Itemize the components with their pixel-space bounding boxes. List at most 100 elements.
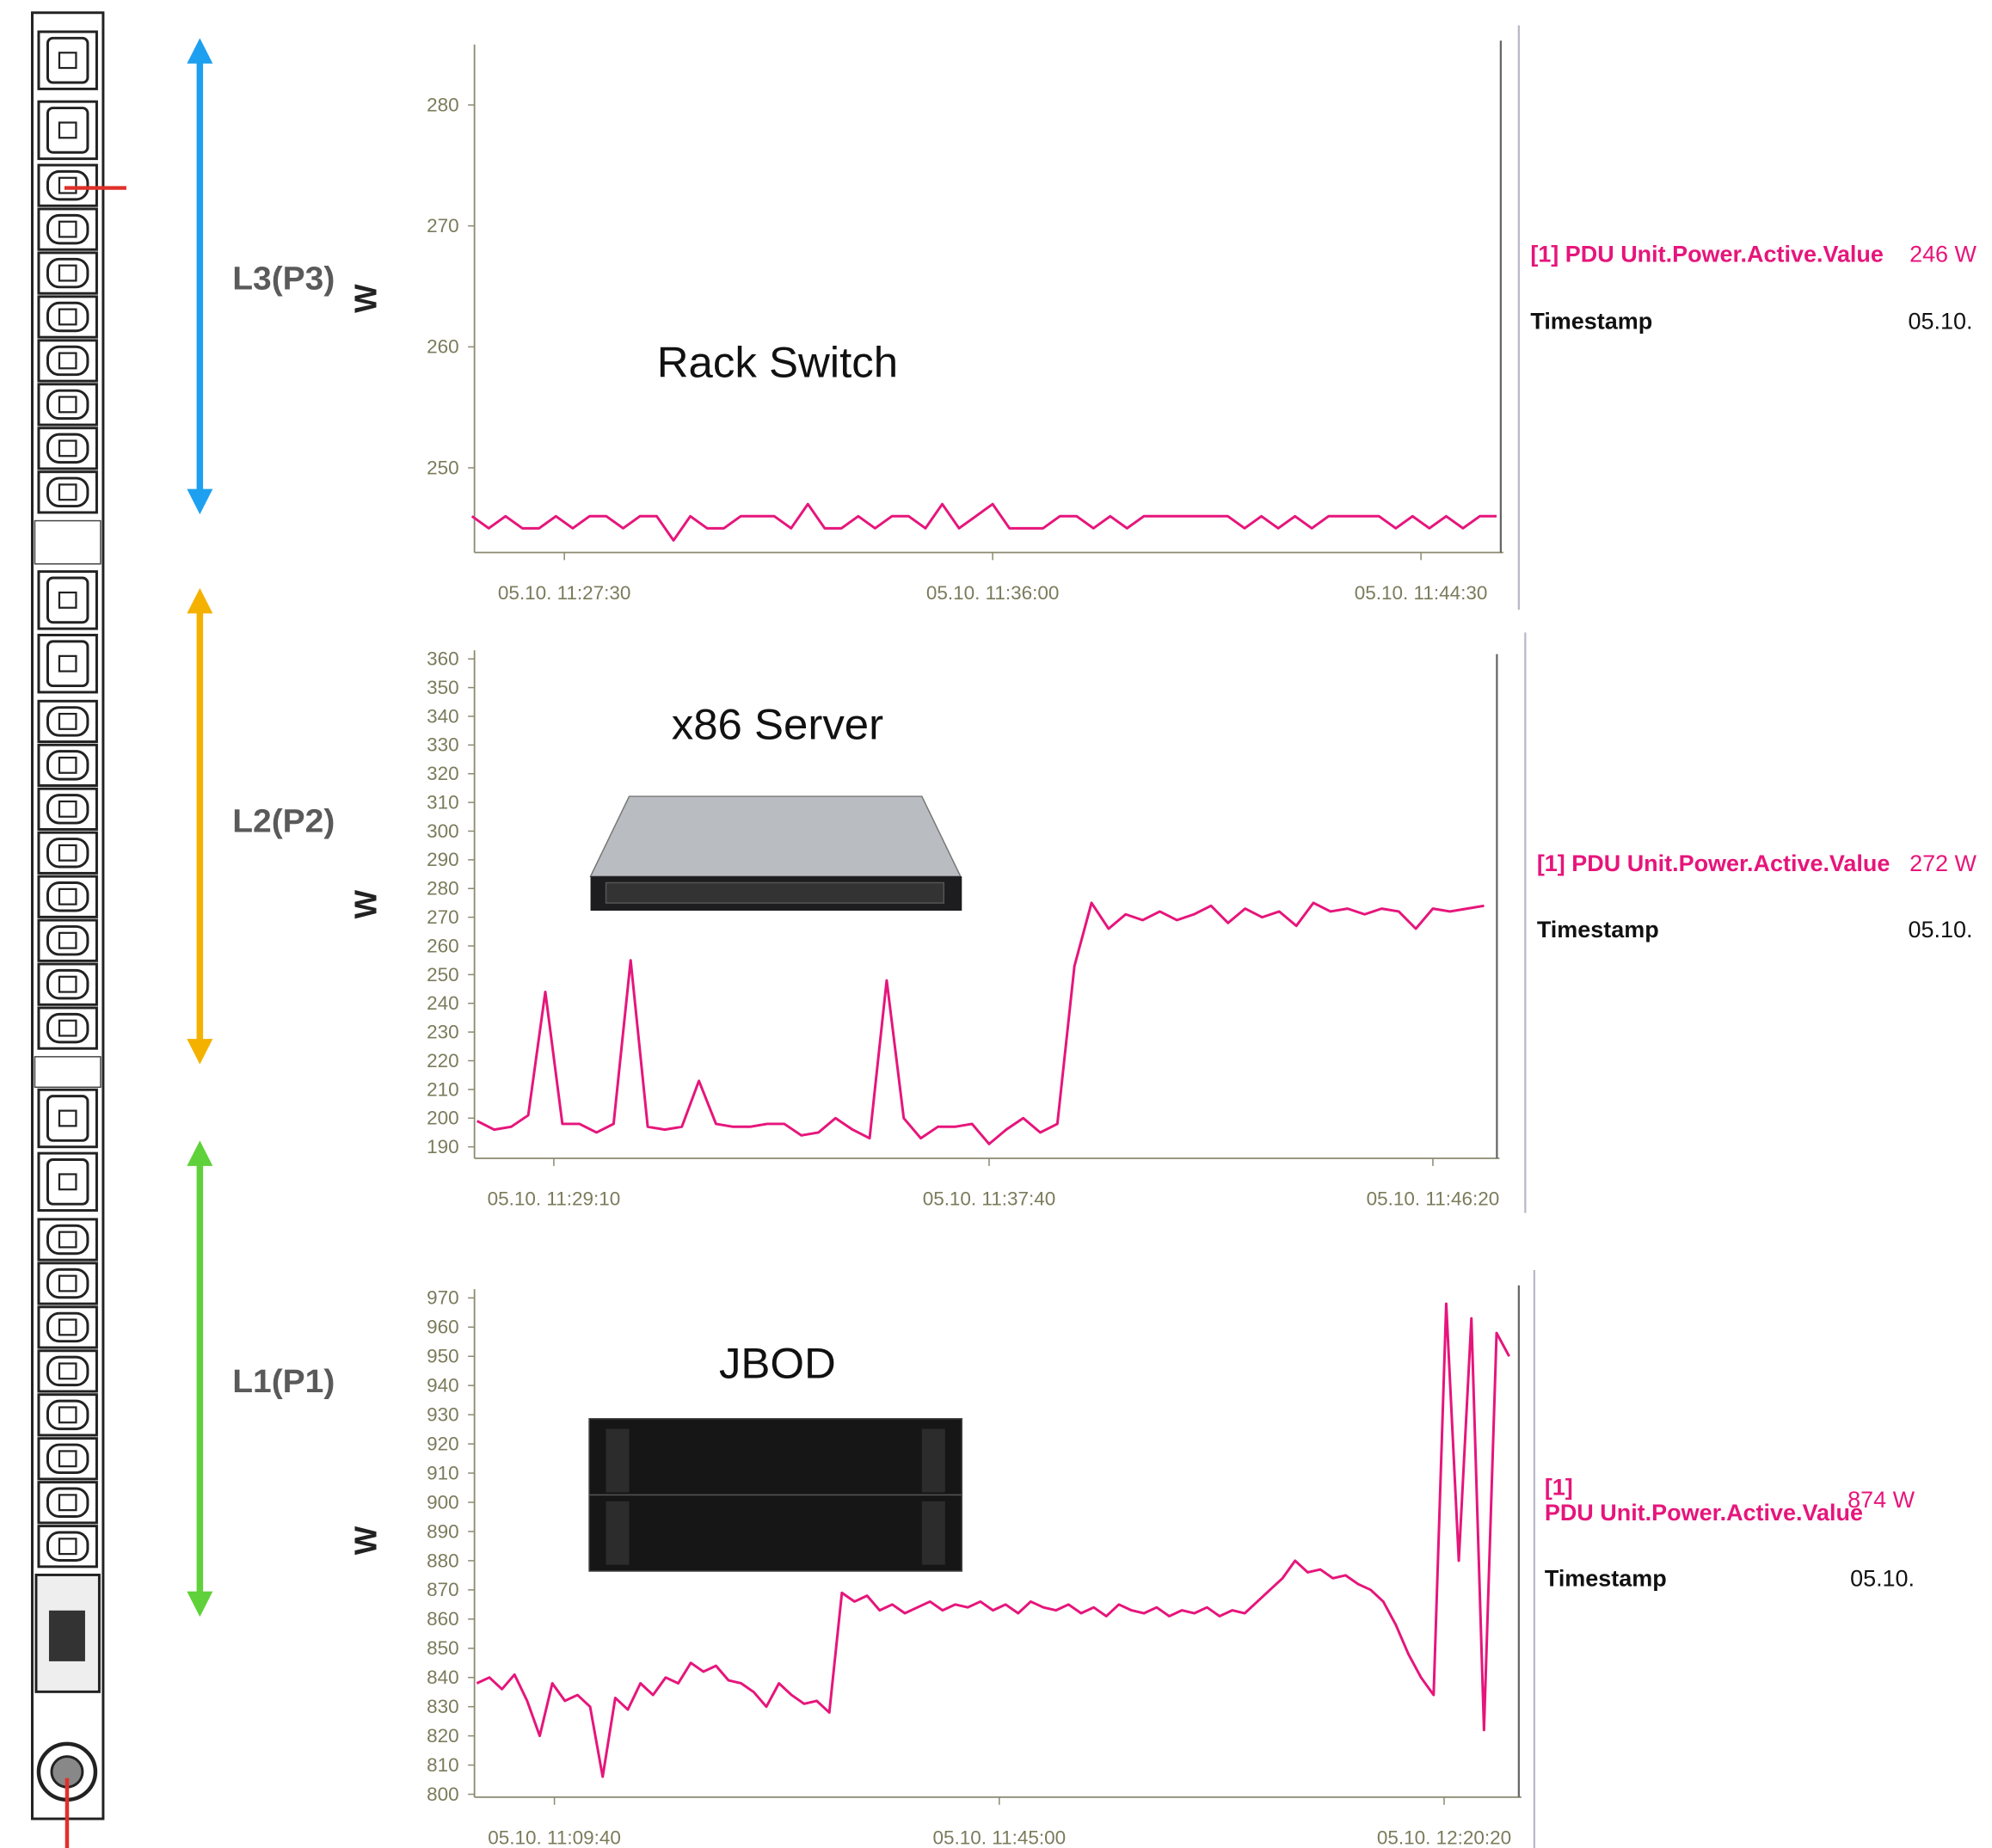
series-label: [1] PDU Unit.Power.Active.Value bbox=[1530, 241, 1884, 267]
current-value: 272 W bbox=[1909, 850, 1977, 876]
timestamp-value: 05.10. bbox=[1909, 309, 1973, 335]
y-tick-label: 210 bbox=[427, 1078, 459, 1100]
outlet-socket bbox=[47, 926, 87, 954]
outlet-socket bbox=[47, 1269, 87, 1297]
y-tick-label: 200 bbox=[427, 1108, 459, 1129]
y-tick-label: 270 bbox=[427, 906, 459, 928]
screenshot: L3(P3) L2(P2) L1(P1) Rack Switch W 250 260 2… bbox=[0, 0, 1992, 1848]
data-line bbox=[477, 903, 1485, 1144]
outlet-socket bbox=[47, 1445, 87, 1472]
blank-panel bbox=[34, 1057, 100, 1087]
outlet-socket bbox=[47, 578, 87, 623]
outlet-socket bbox=[47, 1096, 87, 1141]
timestamp-value: 05.10. bbox=[1909, 917, 1973, 942]
outlet-socket bbox=[47, 1313, 87, 1341]
y-tick-label: 900 bbox=[427, 1492, 459, 1513]
outlet-socket bbox=[47, 215, 87, 243]
outlet-socket bbox=[47, 434, 87, 462]
y-tick-label: 930 bbox=[427, 1404, 459, 1426]
y-tick-label: 880 bbox=[427, 1550, 459, 1571]
outlet-socket bbox=[47, 259, 87, 286]
x-tick-label: 05.10. 11:29:10 bbox=[488, 1188, 621, 1210]
outlet-socket bbox=[47, 642, 87, 686]
y-tick-label: 840 bbox=[427, 1667, 459, 1688]
page: L3(P3) L2(P2) L1(P1) Rack Switch W 250 260 2… bbox=[0, 0, 1992, 1848]
y-tick-label: 310 bbox=[427, 792, 459, 813]
phase-label: L2(P2) bbox=[232, 803, 335, 840]
outlet-socket bbox=[47, 1489, 87, 1516]
current-value: 874 W bbox=[1848, 1487, 1915, 1513]
y-tick-label: 350 bbox=[427, 677, 459, 698]
y-tick-label: 830 bbox=[427, 1696, 459, 1717]
breaker-switch bbox=[49, 1611, 85, 1661]
outlet-socket bbox=[47, 171, 87, 199]
series-label: [1]PDU Unit.Power.Active.Value bbox=[1545, 1475, 1863, 1526]
y-tick-label: 970 bbox=[427, 1287, 459, 1309]
y-tick-label: 260 bbox=[427, 336, 459, 358]
outlet-socket bbox=[47, 1014, 87, 1041]
chart-title: x86 Server bbox=[672, 700, 883, 749]
outlet-socket bbox=[47, 708, 87, 735]
y-tick-label: 920 bbox=[427, 1434, 459, 1455]
y-tick-label: 250 bbox=[427, 457, 459, 479]
y-tick-label: 800 bbox=[427, 1784, 459, 1805]
y-tick-label: 860 bbox=[427, 1608, 459, 1630]
y-tick-label: 820 bbox=[427, 1725, 459, 1747]
outlet-socket bbox=[47, 478, 87, 506]
outlet-socket bbox=[47, 38, 87, 83]
outlet-socket bbox=[47, 1357, 87, 1384]
y-axis-label: W bbox=[348, 284, 383, 313]
jbod-image bbox=[589, 1419, 962, 1571]
outlet-socket bbox=[47, 108, 87, 153]
x-tick-label: 05.10. 11:27:30 bbox=[498, 582, 631, 604]
timestamp-label: Timestamp bbox=[1545, 1566, 1667, 1592]
phase-label: L3(P3) bbox=[232, 261, 335, 298]
current-value: 246 W bbox=[1909, 241, 1977, 267]
y-tick-label: 870 bbox=[427, 1579, 459, 1600]
y-tick-label: 330 bbox=[427, 734, 459, 756]
outlet-socket bbox=[47, 1401, 87, 1428]
outlet-socket bbox=[47, 839, 87, 867]
x-tick-label: 05.10. 11:46:20 bbox=[1367, 1188, 1500, 1210]
x-tick-label: 05.10. 11:37:40 bbox=[923, 1188, 1056, 1210]
outlet-socket bbox=[47, 795, 87, 823]
pdu-strip bbox=[32, 13, 102, 1819]
y-tick-label: 940 bbox=[427, 1375, 459, 1397]
outlet-socket bbox=[47, 303, 87, 330]
timestamp-label: Timestamp bbox=[1537, 917, 1659, 942]
outlet-socket bbox=[47, 752, 87, 779]
outlet-socket bbox=[47, 970, 87, 998]
y-tick-label: 890 bbox=[427, 1520, 459, 1542]
y-tick-label: 960 bbox=[427, 1317, 459, 1338]
y-tick-label: 290 bbox=[427, 849, 459, 870]
timestamp-label: Timestamp bbox=[1530, 309, 1652, 335]
x-tick-label: 05.10. 11:09:40 bbox=[488, 1827, 621, 1848]
y-tick-label: 220 bbox=[427, 1050, 459, 1071]
y-tick-label: 360 bbox=[427, 648, 459, 670]
y-tick-label: 240 bbox=[427, 992, 459, 1014]
y-tick-label: 190 bbox=[427, 1136, 459, 1157]
y-axis-label: W bbox=[348, 1526, 383, 1556]
y-tick-label: 230 bbox=[427, 1022, 459, 1043]
chart-title: Rack Switch bbox=[657, 338, 898, 387]
outlet-socket bbox=[47, 1532, 87, 1560]
outlet-socket bbox=[47, 1159, 87, 1204]
x-tick-label: 05.10. 11:44:30 bbox=[1355, 582, 1488, 604]
outlet-socket bbox=[47, 390, 87, 418]
x-tick-label: 05.10. 12:20:20 bbox=[1377, 1827, 1511, 1848]
timestamp-value: 05.10. bbox=[1850, 1566, 1915, 1592]
outlet-socket bbox=[47, 882, 87, 910]
y-tick-label: 810 bbox=[427, 1754, 459, 1776]
y-tick-label: 280 bbox=[427, 95, 459, 116]
y-tick-label: 950 bbox=[427, 1346, 459, 1367]
y-tick-label: 270 bbox=[427, 215, 459, 236]
y-tick-label: 340 bbox=[427, 706, 459, 728]
series-label: [1] PDU Unit.Power.Active.Value bbox=[1537, 850, 1891, 876]
y-tick-label: 250 bbox=[427, 964, 459, 985]
data-line bbox=[472, 504, 1497, 540]
y-tick-label: 320 bbox=[427, 763, 459, 784]
phase-label: L1(P1) bbox=[232, 1363, 335, 1400]
y-tick-label: 260 bbox=[427, 936, 459, 957]
server-image bbox=[591, 796, 962, 911]
blank-panel bbox=[34, 521, 100, 564]
